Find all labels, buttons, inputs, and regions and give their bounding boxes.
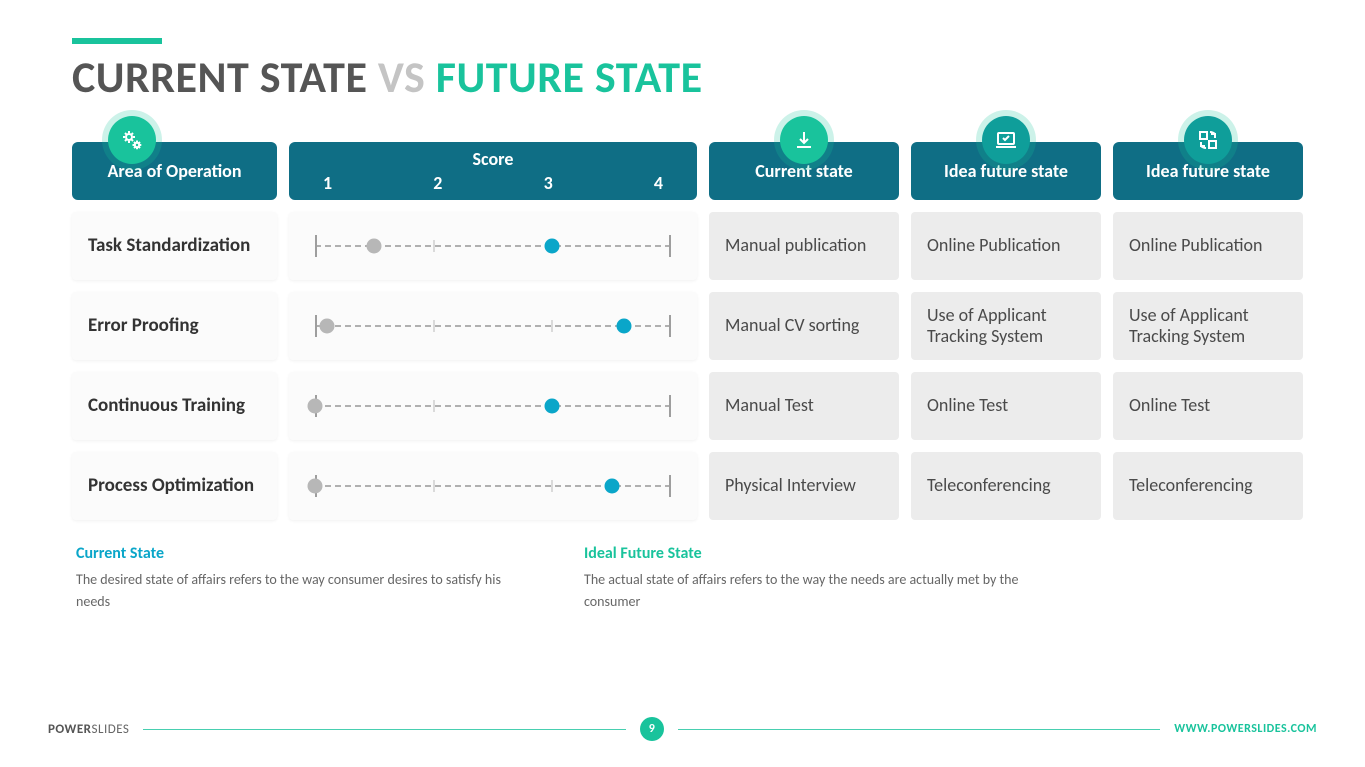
legend-current-title: Current State xyxy=(76,544,536,563)
footer-divider-right xyxy=(678,729,1160,730)
legend: Current State The desired state of affai… xyxy=(72,544,1293,612)
future2-cell: Online Test xyxy=(1113,372,1303,440)
score-cell xyxy=(289,372,697,440)
score-cell xyxy=(289,212,697,280)
footer: POWERSLIDES 9 WWW.POWERSLIDES.COM xyxy=(48,717,1317,741)
track-end-right xyxy=(669,315,671,337)
title-part-3: FUTURE STATE xyxy=(436,50,703,104)
track-end-left xyxy=(315,315,317,337)
laptop-check-icon xyxy=(982,116,1030,164)
area-cell: Error Proofing xyxy=(72,292,277,360)
future1-cell: Online Publication xyxy=(911,212,1101,280)
download-icon xyxy=(780,116,828,164)
future1-cell: Use of Applicant Tracking System xyxy=(911,292,1101,360)
current-score-dot xyxy=(308,479,323,494)
comparison-table: Area of Operation Score 1 2 3 4 Current … xyxy=(72,142,1293,520)
refresh-squares-icon xyxy=(1184,116,1232,164)
track-tick xyxy=(433,240,434,252)
title-accent-rule xyxy=(72,38,162,44)
header-score: Score 1 2 3 4 xyxy=(289,142,697,200)
future1-cell: Online Test xyxy=(911,372,1101,440)
future2-cell: Teleconferencing xyxy=(1113,452,1303,520)
track-tick xyxy=(433,400,434,412)
current-cell: Manual publication xyxy=(709,212,899,280)
future-score-dot xyxy=(616,319,631,334)
legend-current: Current State The desired state of affai… xyxy=(76,544,536,612)
header-current-state: Current state xyxy=(709,142,899,200)
header-future-state-1: Idea future state xyxy=(911,142,1101,200)
footer-brand-rest: SLIDES xyxy=(92,722,130,737)
track-tick xyxy=(433,480,434,492)
score-track xyxy=(315,231,671,261)
current-score-dot xyxy=(367,239,382,254)
area-cell: Task Standardization xyxy=(72,212,277,280)
header-future-state-2: Idea future state xyxy=(1113,142,1303,200)
score-track xyxy=(315,471,671,501)
current-score-dot xyxy=(308,399,323,414)
legend-future-text: The actual state of affairs refers to th… xyxy=(584,569,1044,612)
score-tick-1: 1 xyxy=(323,172,332,194)
current-cell: Manual CV sorting xyxy=(709,292,899,360)
header-score-label: Score xyxy=(473,148,514,170)
score-cell xyxy=(289,452,697,520)
area-cell: Process Optimization xyxy=(72,452,277,520)
header-area: Area of Operation xyxy=(72,142,277,200)
future2-cell: Use of Applicant Tracking System xyxy=(1113,292,1303,360)
footer-brand-bold: POWER xyxy=(48,722,92,737)
future-score-dot xyxy=(604,479,619,494)
future-score-dot xyxy=(545,239,560,254)
page-title: CURRENT STATE VS FUTURE STATE xyxy=(72,54,1293,100)
score-tick-2: 2 xyxy=(433,172,442,194)
score-track xyxy=(315,311,671,341)
legend-current-text: The desired state of affairs refers to t… xyxy=(76,569,536,612)
future2-cell: Online Publication xyxy=(1113,212,1303,280)
current-cell: Manual Test xyxy=(709,372,899,440)
score-track xyxy=(315,391,671,421)
future1-cell: Teleconferencing xyxy=(911,452,1101,520)
footer-url: WWW.POWERSLIDES.COM xyxy=(1174,722,1317,736)
footer-divider-left xyxy=(143,729,625,730)
legend-future-title: Ideal Future State xyxy=(584,544,1044,563)
title-part-1: CURRENT STATE xyxy=(72,50,378,104)
future-score-dot xyxy=(545,399,560,414)
area-cell: Continuous Training xyxy=(72,372,277,440)
track-end-right xyxy=(669,235,671,257)
footer-brand: POWERSLIDES xyxy=(48,722,129,737)
track-tick xyxy=(552,480,553,492)
current-score-dot xyxy=(319,319,334,334)
score-cell xyxy=(289,292,697,360)
score-tick-3: 3 xyxy=(544,172,553,194)
current-cell: Physical Interview xyxy=(709,452,899,520)
track-end-right xyxy=(669,475,671,497)
track-end-left xyxy=(315,235,317,257)
footer-page-number: 9 xyxy=(640,717,664,741)
gears-icon xyxy=(108,116,156,164)
header-score-ticks: 1 2 3 4 xyxy=(289,172,697,194)
legend-future: Ideal Future State The actual state of a… xyxy=(584,544,1044,612)
track-line xyxy=(315,405,671,407)
score-tick-4: 4 xyxy=(654,172,663,194)
track-end-right xyxy=(669,395,671,417)
track-tick xyxy=(552,320,553,332)
title-part-2: VS xyxy=(378,50,436,104)
track-tick xyxy=(433,320,434,332)
